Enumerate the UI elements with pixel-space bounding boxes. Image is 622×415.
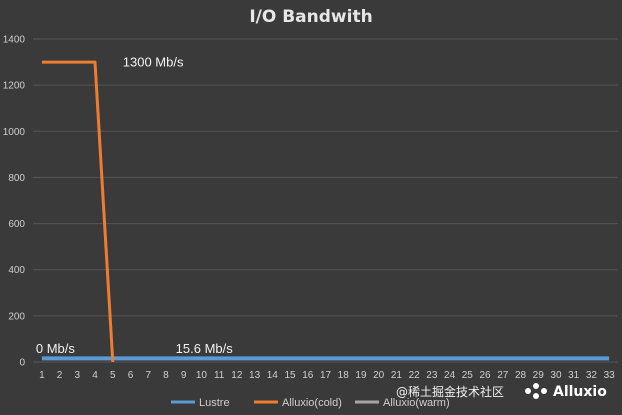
chart-title: I/O Bandwith (249, 7, 372, 27)
y-axis-ticks: 0 200 400 600 800 1000 1200 1400 (3, 35, 26, 369)
legend-label: Alluxio(warm) (383, 397, 450, 409)
x-tick-label: 1 (39, 370, 45, 381)
x-tick-label: 3 (75, 370, 81, 381)
x-tick-label: 28 (515, 370, 527, 381)
y-tick-label: 1400 (3, 35, 26, 46)
x-tick-label: 12 (231, 370, 243, 381)
x-tick-label: 22 (409, 370, 421, 381)
y-tick-label: 600 (8, 219, 25, 230)
alluxio-logo-icon (525, 383, 547, 399)
x-tick-label: 25 (462, 370, 474, 381)
y-tick-label: 200 (8, 311, 25, 322)
x-tick-label: 32 (586, 370, 598, 381)
x-tick-label: 16 (302, 370, 314, 381)
watermark-prefix: @稀土掘金技术社区 (396, 384, 504, 399)
y-tick-label: 1200 (3, 81, 26, 92)
x-tick-label: 29 (533, 370, 545, 381)
x-tick-label: 11 (214, 370, 225, 381)
legend: Lustre Alluxio(cold) Alluxio(warm) (171, 397, 450, 409)
series-lines (41, 60, 610, 363)
x-tick-label: 19 (355, 370, 367, 381)
x-tick-label: 30 (550, 370, 562, 381)
x-tick-label: 26 (479, 370, 491, 381)
x-tick-label: 4 (92, 370, 98, 381)
x-tick-label: 15 (284, 370, 296, 381)
legend-label: Alluxio(cold) (282, 397, 342, 409)
x-tick-label: 17 (320, 370, 332, 381)
x-tick-label: 31 (568, 370, 580, 381)
x-tick-label: 20 (373, 370, 385, 381)
y-tick-label: 1000 (3, 127, 26, 138)
x-tick-label: 27 (497, 370, 509, 381)
x-tick-label: 14 (267, 370, 279, 381)
y-tick-label: 400 (8, 265, 25, 276)
x-tick-label: 33 (604, 370, 616, 381)
x-tick-label: 7 (145, 370, 151, 381)
x-tick-label: 13 (249, 370, 261, 381)
watermark-brand: Alluxio (553, 384, 607, 400)
annotation-label: 1300 Mb/s (123, 55, 184, 70)
x-tick-label: 21 (391, 370, 403, 381)
y-tick-label: 0 (19, 358, 25, 369)
x-tick-label: 6 (128, 370, 134, 381)
x-axis-ticks: 1 2 3 4 5 6 7 8 9 10 11 12 13 14 15 16 17 18 19 20 21 22 23 24 2… (39, 370, 615, 381)
gridlines (33, 38, 618, 363)
annotations: 1300 Mb/s 0 Mb/s 15.6 Mb/s (36, 55, 233, 356)
x-tick-label: 8 (163, 370, 169, 381)
series-line-1 (41, 60, 115, 363)
watermark: @稀土掘金技术社区 Alluxio (396, 383, 607, 400)
x-tick-label: 10 (196, 370, 208, 381)
legend-label: Lustre (199, 397, 230, 409)
y-tick-label: 800 (8, 173, 25, 184)
annotation-label: 15.6 Mb/s (176, 341, 234, 356)
x-tick-label: 9 (181, 370, 187, 381)
x-tick-label: 2 (57, 370, 63, 381)
x-tick-label: 24 (444, 370, 456, 381)
x-tick-label: 23 (426, 370, 438, 381)
annotation-label: 0 Mb/s (36, 341, 76, 356)
x-tick-label: 5 (110, 370, 116, 381)
x-tick-label: 18 (338, 370, 350, 381)
